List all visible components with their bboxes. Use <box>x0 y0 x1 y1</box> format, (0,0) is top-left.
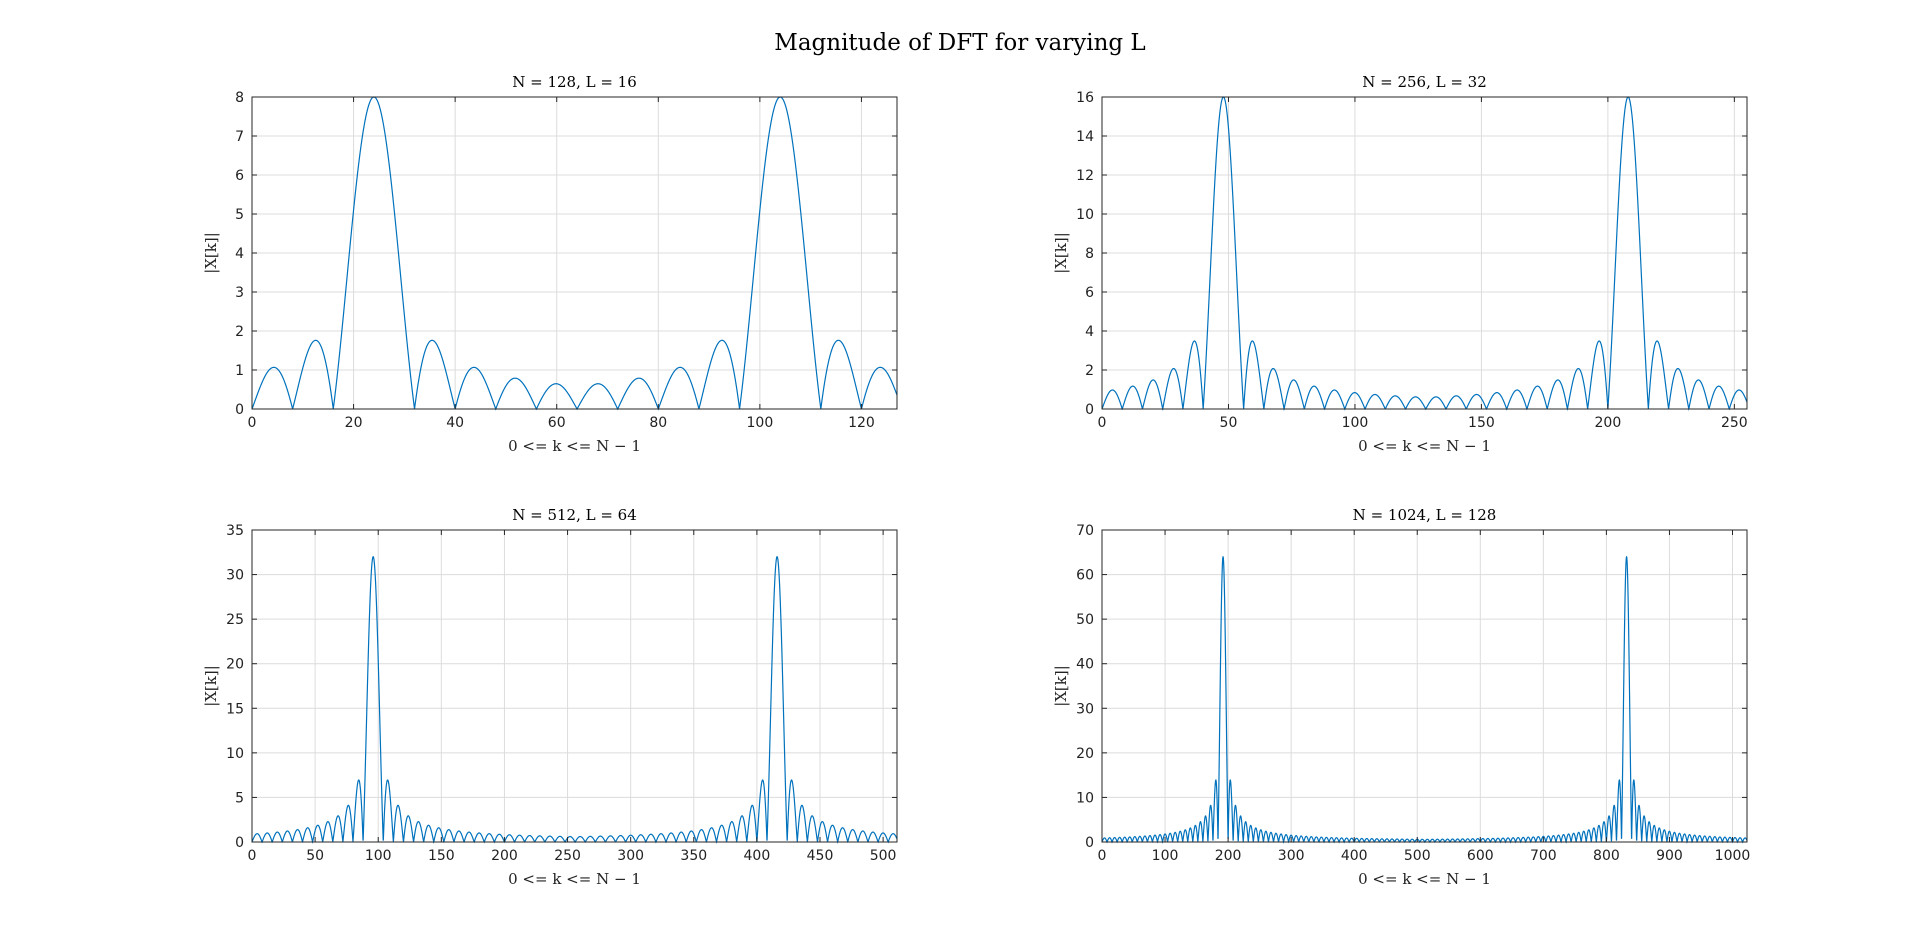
y-tick-label: 60 <box>1076 568 1094 584</box>
plot-area: 0 20 40 60 80 100 120 0 1 2 3 4 5 6 7 8 N = 128, L = 16 0… <box>202 73 898 455</box>
subplot-n512: 0 50 100 150 200 250 300 350 400 450 500 0 5 10 15 20 25… <box>202 506 898 888</box>
subplot-title: N = 256, L = 32 <box>1362 73 1487 91</box>
x-tick-label: 200 <box>1595 415 1622 431</box>
y-tick-label: 10 <box>226 746 244 762</box>
x-axis-label: 0 <= k <= N − 1 <box>508 870 641 888</box>
x-tick-label: 200 <box>491 848 518 864</box>
y-axis-label: |X[k]| <box>1052 665 1070 707</box>
x-tick-label: 50 <box>306 848 324 864</box>
x-axis-label: 0 <= k <= N − 1 <box>508 437 641 455</box>
x-tick-label: 0 <box>248 415 257 431</box>
y-tick-label: 50 <box>1076 612 1094 628</box>
y-tick-label: 10 <box>1076 207 1094 223</box>
series-line <box>1101 96 1748 412</box>
x-tick-label: 1000 <box>1715 848 1751 864</box>
x-tick-label: 100 <box>1342 415 1369 431</box>
x-tick-label: 250 <box>554 848 581 864</box>
series-line <box>251 96 898 411</box>
subplot-title: N = 1024, L = 128 <box>1353 506 1497 524</box>
y-axis-label: |X[k]| <box>202 232 220 274</box>
x-tick-label: 80 <box>649 415 667 431</box>
x-axis-label: 0 <= k <= N − 1 <box>1358 437 1491 455</box>
subplot-title: N = 128, L = 16 <box>512 73 637 91</box>
y-axis-label: |X[k]| <box>202 665 220 707</box>
x-tick-label: 20 <box>345 415 363 431</box>
subplot-title: N = 512, L = 64 <box>512 506 637 524</box>
x-tick-label: 350 <box>680 848 707 864</box>
y-tick-label: 8 <box>1085 246 1094 262</box>
y-tick-label: 1 <box>235 363 244 379</box>
x-tick-label: 120 <box>848 415 875 431</box>
y-tick-label: 25 <box>226 612 244 628</box>
x-tick-label: 900 <box>1656 848 1683 864</box>
x-tick-label: 100 <box>365 848 392 864</box>
series-line <box>251 556 898 844</box>
y-tick-label: 70 <box>1076 523 1094 539</box>
y-tick-label: 0 <box>235 402 244 418</box>
y-tick-label: 2 <box>235 324 244 340</box>
y-tick-label: 0 <box>235 835 244 851</box>
y-tick-label: 5 <box>235 790 244 806</box>
subplot-n256: 0 50 100 150 200 250 0 2 4 6 8 10 12 14 16 N = 256, L =… <box>1052 73 1748 455</box>
subplot-n128: 0 20 40 60 80 100 120 0 1 2 3 4 5 6 7 8 N = 128, L = 16 0… <box>202 73 898 455</box>
x-tick-label: 300 <box>1278 848 1305 864</box>
x-tick-label: 300 <box>617 848 644 864</box>
x-tick-label: 50 <box>1220 415 1238 431</box>
y-tick-label: 30 <box>226 568 244 584</box>
y-tick-label: 4 <box>1085 324 1094 340</box>
y-tick-label: 5 <box>235 207 244 223</box>
y-tick-label: 14 <box>1076 129 1094 145</box>
y-tick-label: 40 <box>1076 657 1094 673</box>
y-tick-label: 0 <box>1085 402 1094 418</box>
x-tick-label: 800 <box>1593 848 1620 864</box>
x-tick-label: 0 <box>248 848 257 864</box>
x-tick-label: 400 <box>1341 848 1368 864</box>
axes-box <box>1101 529 1748 843</box>
y-tick-label: 6 <box>1085 285 1094 301</box>
x-tick-label: 150 <box>1468 415 1495 431</box>
y-tick-label: 30 <box>1076 701 1094 717</box>
y-tick-label: 12 <box>1076 168 1094 184</box>
y-tick-label: 7 <box>235 129 244 145</box>
y-tick-label: 8 <box>235 90 244 106</box>
x-tick-label: 60 <box>548 415 566 431</box>
x-axis-label: 0 <= k <= N − 1 <box>1358 870 1491 888</box>
y-tick-label: 6 <box>235 168 244 184</box>
x-tick-label: 150 <box>428 848 455 864</box>
x-tick-label: 450 <box>807 848 834 864</box>
plot-area: 0 50 100 150 200 250 300 350 400 450 500 0 5 10 15 20 25… <box>202 506 898 888</box>
x-tick-label: 500 <box>1404 848 1431 864</box>
y-tick-label: 35 <box>226 523 244 539</box>
x-tick-label: 0 <box>1098 848 1107 864</box>
y-tick-label: 4 <box>235 246 244 262</box>
y-tick-label: 0 <box>1085 835 1094 851</box>
y-tick-label: 16 <box>1076 90 1094 106</box>
y-tick-label: 3 <box>235 285 244 301</box>
y-tick-label: 15 <box>226 701 244 717</box>
x-tick-label: 500 <box>870 848 897 864</box>
subplot-n1024: 0 100 200 300 400 500 600 700 800 900 1000 0 10 20 30 4… <box>1052 506 1750 888</box>
plot-area: 0 50 100 150 200 250 0 2 4 6 8 10 12 14 16 N = 256, L =… <box>1052 73 1748 455</box>
axes-box <box>251 529 898 843</box>
figure-title: Magnitude of DFT for varying L <box>774 30 1146 56</box>
x-tick-label: 200 <box>1215 848 1242 864</box>
x-tick-label: 100 <box>1152 848 1179 864</box>
x-tick-label: 250 <box>1721 415 1748 431</box>
y-axis-label: |X[k]| <box>1052 232 1070 274</box>
x-tick-label: 40 <box>446 415 464 431</box>
x-tick-label: 0 <box>1098 415 1107 431</box>
x-tick-label: 700 <box>1530 848 1557 864</box>
x-tick-label: 400 <box>744 848 771 864</box>
x-tick-label: 100 <box>747 415 774 431</box>
x-tick-label: 600 <box>1467 848 1494 864</box>
series-line <box>1101 556 1748 844</box>
y-tick-label: 20 <box>1076 746 1094 762</box>
plot-area: 0 100 200 300 400 500 600 700 800 900 1000 0 10 20 30 4… <box>1052 506 1750 888</box>
y-tick-label: 10 <box>1076 790 1094 806</box>
y-tick-label: 2 <box>1085 363 1094 379</box>
y-tick-label: 20 <box>226 657 244 673</box>
